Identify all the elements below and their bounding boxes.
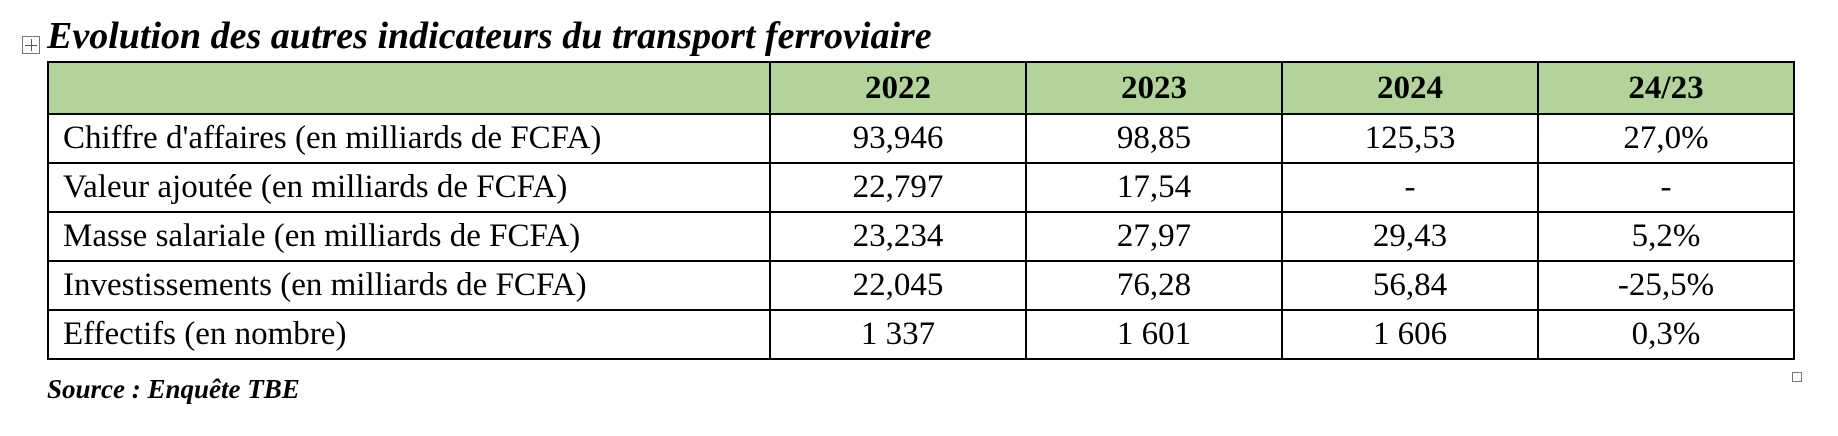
- cell: -: [1537, 162, 1795, 213]
- table-row: Chiffre d'affaires (en milliards de FCFA…: [47, 113, 1795, 164]
- cell: 29,43: [1281, 211, 1539, 262]
- cell: -25,5%: [1537, 260, 1795, 311]
- data-table: 2022 2023 2024 24/23 Chiffre d'affaires (en…: [47, 61, 1795, 360]
- header-cell: 2024: [1281, 61, 1539, 115]
- table-title: Evolution des autres indicateurs du tran…: [47, 15, 932, 57]
- cell: 23,234: [769, 211, 1027, 262]
- source-note: Source : Enquête TBE: [47, 374, 300, 404]
- cell: 56,84: [1281, 260, 1539, 311]
- cell: 22,797: [769, 162, 1027, 213]
- cell: 22,045: [769, 260, 1027, 311]
- table-row: Investissements (en milliards de FCFA) 22…: [47, 260, 1795, 311]
- row-label: Valeur ajoutée (en milliards de FCFA): [47, 162, 771, 213]
- cell: 1 601: [1025, 309, 1283, 360]
- cell: -: [1281, 162, 1539, 213]
- cell: 1 337: [769, 309, 1027, 360]
- cell: 76,28: [1025, 260, 1283, 311]
- row-label: Effectifs (en nombre): [47, 309, 771, 360]
- table-row: Masse salariale (en milliards de FCFA) 23…: [47, 211, 1795, 262]
- header-cell: 24/23: [1537, 61, 1795, 115]
- cell: 125,53: [1281, 113, 1539, 164]
- row-label: Masse salariale (en milliards de FCFA): [47, 211, 771, 262]
- header-cell: [47, 61, 771, 115]
- resize-handle[interactable]: [1792, 372, 1802, 382]
- header-cell: 2022: [769, 61, 1027, 115]
- row-label: Investissements (en milliards de FCFA): [47, 260, 771, 311]
- move-handle[interactable]: [22, 36, 40, 54]
- cell: 93,946: [769, 113, 1027, 164]
- table-body: Chiffre d'affaires (en milliards de FCFA…: [47, 113, 1795, 360]
- cell: 27,0%: [1537, 113, 1795, 164]
- cell: 5,2%: [1537, 211, 1795, 262]
- cell: 98,85: [1025, 113, 1283, 164]
- table-row: Valeur ajoutée (en milliards de FCFA) 22,…: [47, 162, 1795, 213]
- header-cell: 2023: [1025, 61, 1283, 115]
- cell: 27,97: [1025, 211, 1283, 262]
- row-label: Chiffre d'affaires (en milliards de FCFA…: [47, 113, 771, 164]
- header-row: 2022 2023 2024 24/23: [47, 61, 1795, 115]
- table-row: Effectifs (en nombre) 1 337 1 601 1 606 0,3%: [47, 309, 1795, 360]
- cell: 1 606: [1281, 309, 1539, 360]
- cell: 0,3%: [1537, 309, 1795, 360]
- cell: 17,54: [1025, 162, 1283, 213]
